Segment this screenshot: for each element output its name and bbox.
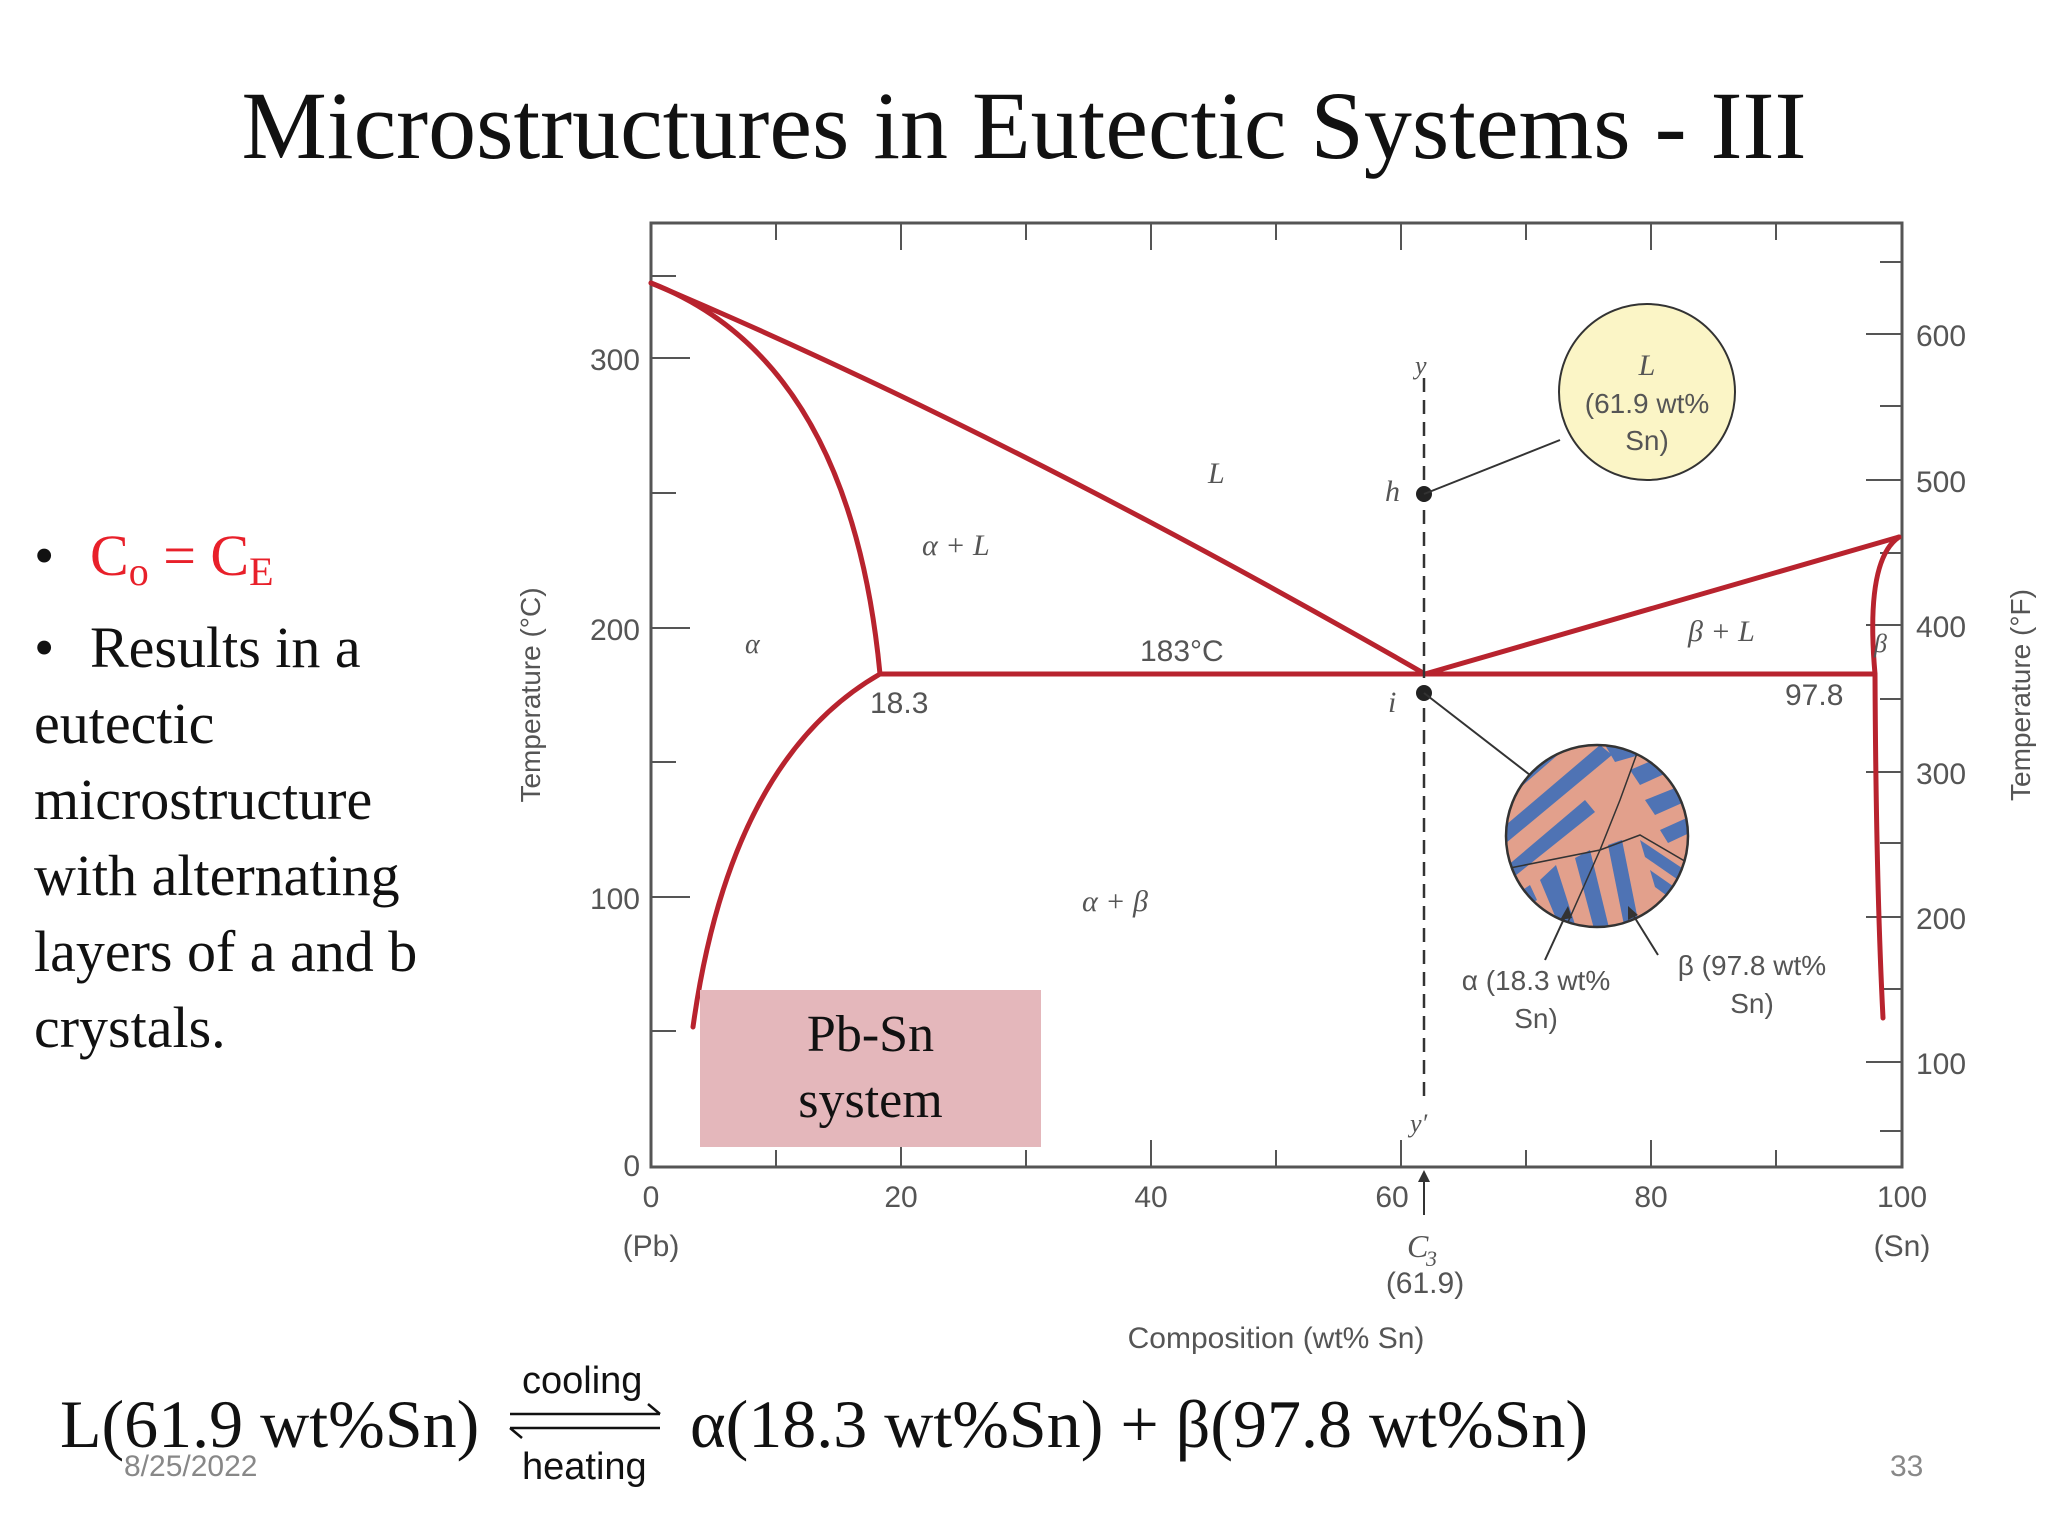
system-label-box: Pb-Sn system xyxy=(700,990,1041,1147)
eutectic-reaction-right: α(18.3 wt%Sn) + β(97.8 wt%Sn) xyxy=(690,1386,1589,1462)
y-right-axis-label: Temperature (°F) xyxy=(2005,589,2036,801)
ce-symbol: = C xyxy=(148,523,250,588)
bullet-item-composition: • Co = CE xyxy=(34,518,464,610)
y-left-tick-label: 100 xyxy=(590,883,640,916)
phase-label-alpha-liquid: α + L xyxy=(922,529,990,562)
solvus-alpha xyxy=(690,671,883,1030)
bullet-list: • Co = CE • Results in a eutectic microstr… xyxy=(34,518,464,1066)
y-right-tick-label: 400 xyxy=(1916,611,1966,644)
bullet-line: crystals. xyxy=(34,995,226,1060)
x-tick-label: 20 xyxy=(884,1181,917,1214)
x-sublabel-pb: (Pb) xyxy=(623,1230,680,1263)
y-right-tick-label: 100 xyxy=(1916,1048,1966,1081)
c3-value: (61.9) xyxy=(1386,1267,1464,1300)
co-symbol: C xyxy=(90,523,129,588)
callout-line-liquid xyxy=(1423,439,1561,495)
callout-beta-composition: β (97.8 wt% xyxy=(1678,950,1826,981)
y-right-tick-label: 200 xyxy=(1916,903,1966,936)
phase-label-beta-liquid: β + L xyxy=(1687,615,1755,648)
ce-subscript: E xyxy=(249,549,274,594)
callout-liquid-composition: (61.9 wt% xyxy=(1585,388,1710,419)
eutectic-temperature-label: 183°C xyxy=(1140,635,1224,668)
x-tick-label: 60 xyxy=(1375,1181,1408,1214)
point-h-label: h xyxy=(1385,475,1400,508)
y-left-tick-label: 200 xyxy=(590,614,640,647)
arrow-beta-head xyxy=(1628,906,1638,920)
heating-label: heating xyxy=(522,1446,647,1488)
equilibrium-arrows xyxy=(509,1403,661,1439)
callout-liquid-element: Sn) xyxy=(1625,425,1669,456)
y-right-tick-label: 500 xyxy=(1916,466,1966,499)
c3-subscript: 3 xyxy=(1425,1246,1437,1271)
x-tick-label: 0 xyxy=(643,1181,660,1214)
eutectic-microstructure xyxy=(1506,745,1688,927)
c3-label: C xyxy=(1407,1228,1429,1264)
callout-alpha-composition: α (18.3 wt% xyxy=(1462,965,1610,996)
alpha-composition-label: 18.3 xyxy=(870,687,928,720)
y-right-tick-label: 300 xyxy=(1916,758,1966,791)
system-label-line2: system xyxy=(798,1072,943,1129)
liquidus-left xyxy=(648,280,1428,677)
bottom-ticks xyxy=(775,1140,1777,1167)
slide-date: 8/25/2022 xyxy=(124,1450,258,1483)
callout-liquid-phase: L xyxy=(1638,349,1656,382)
top-ticks xyxy=(775,223,1777,250)
cooling-label: cooling xyxy=(522,1360,643,1402)
callout-line-eutectic xyxy=(1423,692,1531,776)
bullet-line: Results in a xyxy=(90,615,361,680)
bullet-dot: • xyxy=(34,615,55,680)
callout-beta-element: Sn) xyxy=(1730,988,1774,1019)
slide-page-number: 33 xyxy=(1890,1450,1924,1483)
x-axis-label: Composition (wt% Sn) xyxy=(1128,1322,1425,1355)
callout-alpha-element: Sn) xyxy=(1514,1003,1558,1034)
bullet-line: layers of a and b xyxy=(34,919,418,984)
x-tick-label: 80 xyxy=(1634,1181,1667,1214)
y-left-tick-label: 0 xyxy=(623,1150,640,1183)
solidus-beta xyxy=(1870,534,1902,677)
co-subscript: o xyxy=(128,549,149,594)
y-left-axis-label: Temperature (°C) xyxy=(515,587,546,802)
c3-arrow-head xyxy=(1418,1170,1430,1182)
point-y-prime-label: y′ xyxy=(1407,1109,1428,1138)
phase-boundaries xyxy=(648,280,1902,1030)
slide-title: Microstructures in Eutectic Systems - II… xyxy=(241,72,1807,179)
solvus-beta xyxy=(1872,671,1886,1021)
bullet-item-result: • Results in a eutectic microstructure wi… xyxy=(34,610,464,1066)
arrow-alpha-head xyxy=(1560,906,1572,920)
arrow-beta-layer xyxy=(1629,909,1659,956)
x-tick-label: 100 xyxy=(1877,1181,1927,1214)
system-label-line1: Pb-Sn xyxy=(806,1006,935,1063)
phase-label-beta: β xyxy=(1873,629,1887,658)
x-tick-label: 40 xyxy=(1134,1181,1167,1214)
phase-label-liquid: L xyxy=(1207,457,1225,490)
phase-label-alpha-beta: α + β xyxy=(1082,885,1148,918)
phase-label-alpha: α xyxy=(745,629,761,660)
point-i-label: i xyxy=(1388,686,1396,719)
bullet-dot: • xyxy=(34,523,55,588)
y-left-tick-label: 300 xyxy=(590,344,640,377)
eutectic-microstructure-outline xyxy=(1504,743,1690,929)
beta-composition-label: 97.8 xyxy=(1785,679,1843,712)
bullet-line: microstructure xyxy=(34,767,373,832)
y-right-tick-label: 600 xyxy=(1916,320,1966,353)
eutectic-reaction-left: L(61.9 wt%Sn) xyxy=(60,1386,480,1462)
solidus-alpha xyxy=(648,280,883,677)
point-y-label: y xyxy=(1412,351,1427,380)
bullet-line: with alternating xyxy=(34,843,400,908)
x-sublabel-sn: (Sn) xyxy=(1874,1230,1931,1263)
liquid-microstructure-circle xyxy=(1558,303,1736,481)
liquidus-right xyxy=(1422,534,1902,677)
bullet-line: eutectic xyxy=(34,691,215,756)
left-ticks xyxy=(651,275,690,1032)
